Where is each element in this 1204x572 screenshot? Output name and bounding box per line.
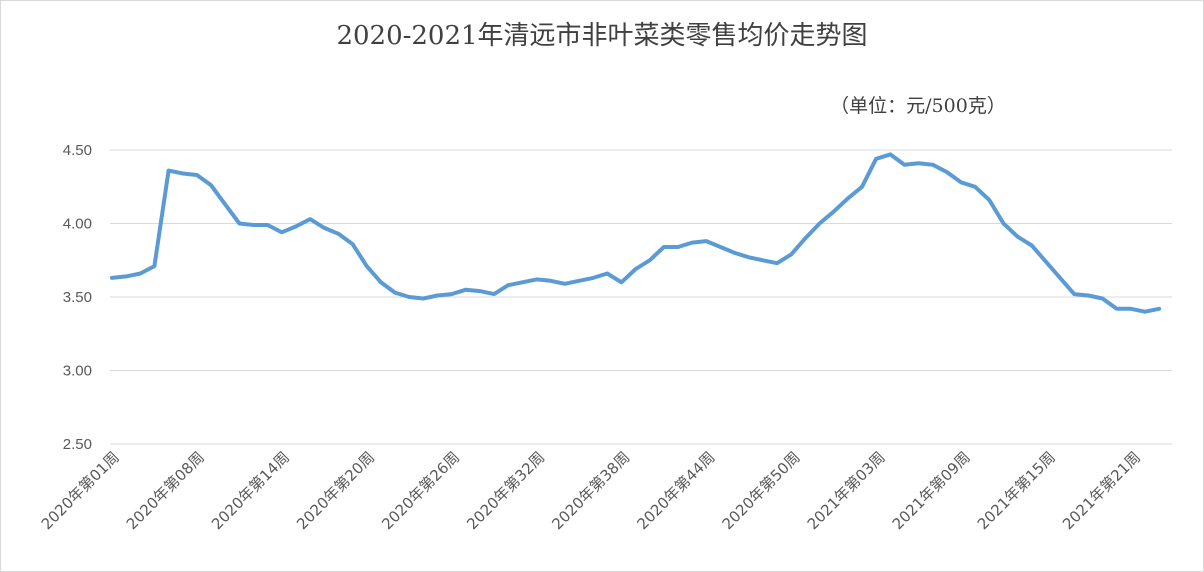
x-tick-label: 2021年第15周 [974, 448, 1059, 533]
x-tick-label: 2020年第44周 [633, 448, 718, 533]
y-tick-label: 3.00 [63, 363, 92, 380]
chart-title: 2020-2021年清远市非叶菜类零售均价走势图 [336, 21, 867, 51]
x-tick-label: 2020年第08周 [123, 448, 208, 533]
x-tick-label: 2020年第20周 [293, 448, 378, 533]
y-tick-label: 3.50 [63, 289, 92, 306]
y-tick-label: 4.00 [63, 216, 92, 233]
x-tick-label: 2020年第14周 [208, 448, 293, 533]
x-tick-label: 2020年第50周 [719, 448, 804, 533]
x-tick-label: 2020年第38周 [548, 448, 633, 533]
gridlines [110, 149, 1172, 445]
x-axis-ticks: 2020年第01周 2020年第08周 2020年第14周 2020年第20周 2020… [38, 448, 1144, 533]
x-tick-label: 2020年第26周 [378, 448, 463, 533]
y-axis-ticks: 2.50 3.00 3.50 4.00 4.50 [63, 142, 92, 453]
x-tick-label: 2020年第32周 [463, 448, 548, 533]
x-tick-label: 2021年第21周 [1059, 448, 1144, 533]
y-tick-label: 2.50 [63, 436, 92, 453]
series-line [110, 152, 1162, 314]
x-tick-label: 2021年第03周 [804, 448, 889, 533]
x-tick-label: 2020年第01周 [38, 448, 123, 533]
y-tick-label: 4.50 [63, 142, 92, 159]
x-tick-label: 2021年第09周 [889, 448, 974, 533]
series-layer [110, 152, 1162, 314]
unit-label: （单位：元/500克） [830, 95, 1006, 117]
